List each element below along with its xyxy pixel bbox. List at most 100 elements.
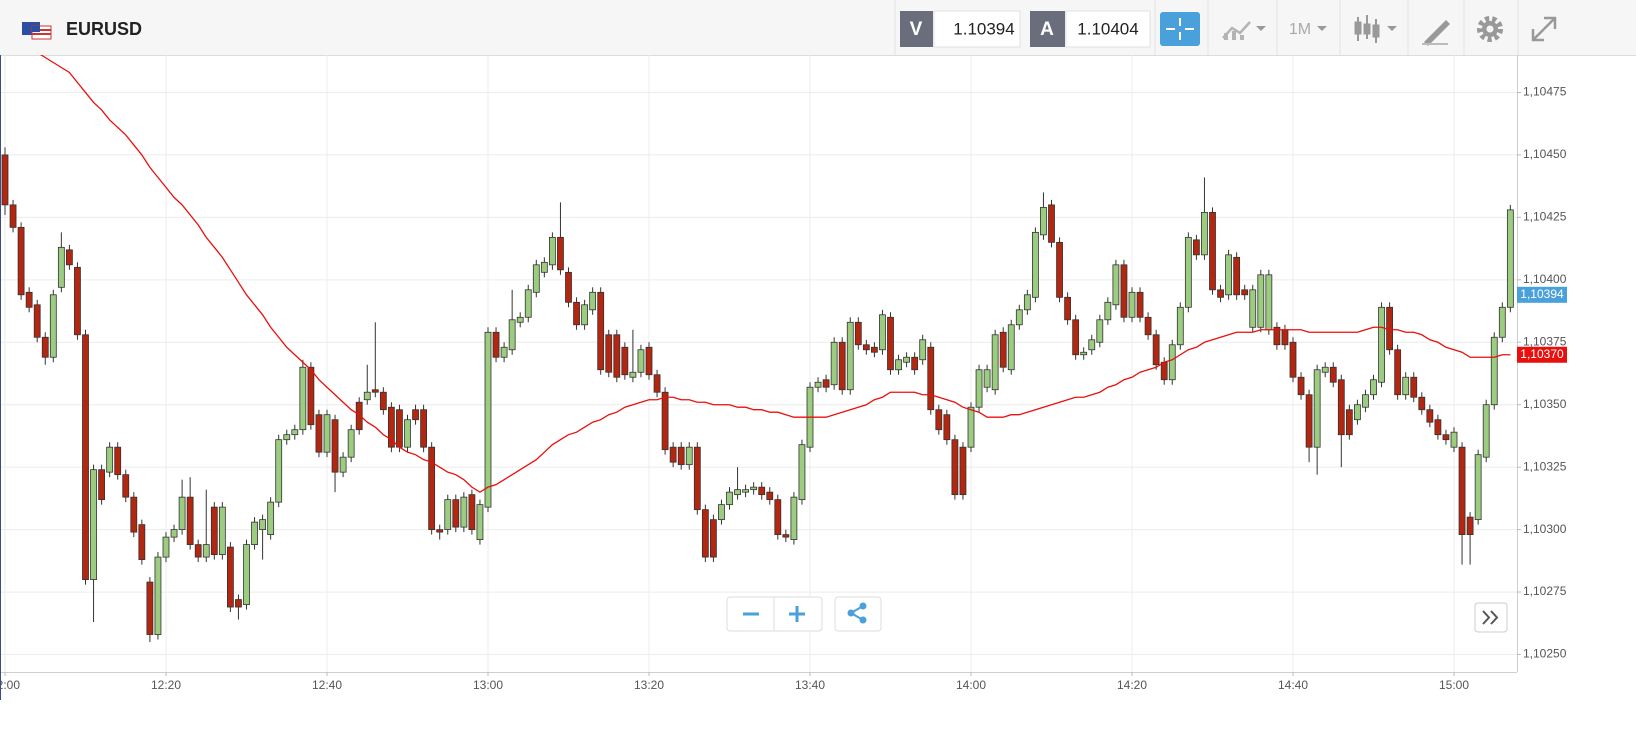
candle-body xyxy=(1281,329,1289,346)
candle-body xyxy=(581,304,588,326)
candle-body xyxy=(951,439,959,496)
candle-body xyxy=(162,536,170,558)
candle-body xyxy=(798,444,806,501)
plot-area xyxy=(0,55,1517,672)
settings-button[interactable] xyxy=(1477,16,1503,42)
candle-body xyxy=(1426,409,1434,423)
candle-body xyxy=(404,419,411,448)
candle-body xyxy=(532,264,540,293)
candle-body xyxy=(41,336,49,358)
candle-body xyxy=(1370,379,1377,396)
candle-body xyxy=(846,321,854,391)
candle-body xyxy=(114,446,122,476)
draw-tool-button[interactable] xyxy=(1422,20,1450,46)
candle-body xyxy=(1418,396,1426,411)
candle-body xyxy=(1458,446,1466,536)
candle-body xyxy=(170,529,178,538)
candle-body xyxy=(645,346,653,376)
candle-body xyxy=(1466,516,1474,536)
candle-body xyxy=(1329,366,1337,383)
candle-body xyxy=(524,289,532,318)
candle-body xyxy=(1128,291,1136,318)
candle-body xyxy=(396,409,403,448)
ask-button[interactable] xyxy=(1030,11,1065,47)
candle-body xyxy=(259,519,267,531)
candle-body xyxy=(1482,404,1490,458)
candle-body xyxy=(1120,264,1128,318)
zoom-in-button[interactable] xyxy=(789,606,805,622)
price-tag xyxy=(1517,286,1567,303)
x-tick-label: 13:20 xyxy=(634,678,664,692)
candle-body xyxy=(1144,316,1152,336)
symbol: EURUSD xyxy=(66,19,142,39)
candle-body xyxy=(1402,376,1410,396)
candle-body xyxy=(1209,211,1216,291)
x-tick-label: 13:40 xyxy=(795,678,825,692)
candle-body xyxy=(194,544,202,558)
header-bar xyxy=(0,0,1636,55)
candle-body xyxy=(766,491,774,501)
candle-body xyxy=(218,506,226,555)
candle-body xyxy=(436,529,444,533)
candle-body xyxy=(573,301,580,326)
candle-body xyxy=(251,521,258,546)
candle-body xyxy=(734,489,741,496)
candle-body xyxy=(677,446,685,466)
candle-body xyxy=(774,499,782,536)
candle-body xyxy=(307,366,315,426)
candle-body xyxy=(57,246,65,288)
candle-body xyxy=(1104,301,1112,321)
candle-body xyxy=(1160,361,1168,381)
candle-body xyxy=(758,486,766,496)
bid-button[interactable] xyxy=(900,11,933,47)
scroll-latest-button[interactable] xyxy=(1474,602,1508,633)
candle-body xyxy=(927,346,935,411)
share-button[interactable] xyxy=(834,596,882,632)
fullscreen-button[interactable] xyxy=(1531,16,1557,42)
candle-body xyxy=(991,334,999,391)
candle-body xyxy=(420,409,428,448)
candle-body xyxy=(106,446,114,473)
candle-body xyxy=(887,316,894,371)
candle-body xyxy=(999,331,1007,368)
candle-body xyxy=(1378,306,1385,383)
candle-body xyxy=(621,346,629,376)
candle-body xyxy=(508,319,516,351)
x-tick-label: 14:20 xyxy=(1117,678,1147,692)
candle-body xyxy=(1345,409,1353,436)
candle-body xyxy=(871,346,878,353)
candle-body xyxy=(943,414,951,441)
crosshair-button[interactable] xyxy=(1160,12,1200,46)
candle-body xyxy=(669,446,677,463)
candle-body xyxy=(1193,239,1200,256)
candle-body xyxy=(299,366,307,431)
candle-body xyxy=(82,334,89,580)
candle-body xyxy=(557,236,564,271)
series-layer xyxy=(1,55,1514,643)
candle-body xyxy=(1474,454,1482,521)
candle-body xyxy=(854,321,862,346)
candle-body xyxy=(452,499,460,528)
bid-label: V xyxy=(910,19,923,40)
candle-body xyxy=(1362,394,1369,408)
candle-body xyxy=(637,349,645,373)
chart-type-button[interactable] xyxy=(1222,21,1266,40)
timeframe-caret xyxy=(1317,26,1327,31)
candle-body xyxy=(1007,324,1015,371)
candle-body xyxy=(1184,236,1192,308)
candle-body xyxy=(17,226,25,296)
candle-body xyxy=(275,439,283,503)
candle-body xyxy=(444,499,452,531)
candle-body xyxy=(9,204,17,228)
timeframe[interactable]: 1M xyxy=(1289,21,1311,38)
candle-body xyxy=(516,316,524,323)
ask-price: 1.10404 xyxy=(1077,19,1138,38)
candle-body xyxy=(339,456,347,473)
candle-body xyxy=(1136,291,1144,318)
candle-body xyxy=(1032,231,1039,298)
candle-body xyxy=(903,356,910,363)
candle-style-button[interactable] xyxy=(1354,15,1397,43)
ask-box xyxy=(1065,10,1151,48)
candle-body xyxy=(1273,326,1281,346)
candle-body xyxy=(98,469,105,501)
